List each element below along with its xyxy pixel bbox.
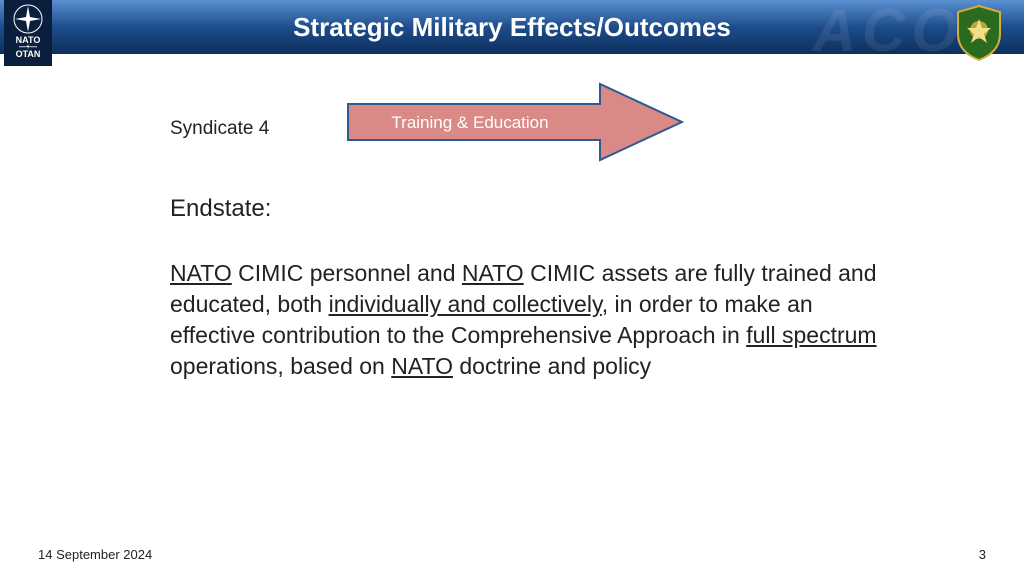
footer-date: 14 September 2024	[38, 547, 152, 562]
footer-page-number: 3	[979, 547, 986, 562]
training-arrow: Training & Education	[340, 82, 690, 162]
slide-title: Strategic Military Effects/Outcomes	[293, 12, 731, 43]
arrow-label: Training & Education	[391, 113, 548, 132]
nato-label-bottom: OTAN	[16, 50, 41, 60]
body-segment: NATO	[170, 260, 232, 286]
body-segment: CIMIC personnel and	[232, 260, 462, 286]
body-segment: NATO	[462, 260, 524, 286]
body-segment: doctrine and policy	[453, 353, 651, 379]
nato-emblem: NATO —+— OTAN	[4, 0, 52, 66]
nato-star-icon	[13, 4, 43, 34]
endstate-heading: Endstate:	[170, 195, 271, 223]
body-segment: individually and collectively	[329, 291, 602, 317]
aco-watermark: ACO	[813, 0, 964, 65]
syndicate-label: Syndicate 4	[170, 118, 269, 140]
header-bar: ACO NATO —+— OTAN Strategic Military Eff…	[0, 0, 1024, 54]
body-segment: full spectrum	[746, 322, 876, 348]
body-paragraph: NATO CIMIC personnel and NATO CIMIC asse…	[170, 258, 890, 382]
body-segment: NATO	[391, 353, 453, 379]
body-segment: operations, based on	[170, 353, 391, 379]
aco-shield-icon	[954, 4, 1004, 62]
